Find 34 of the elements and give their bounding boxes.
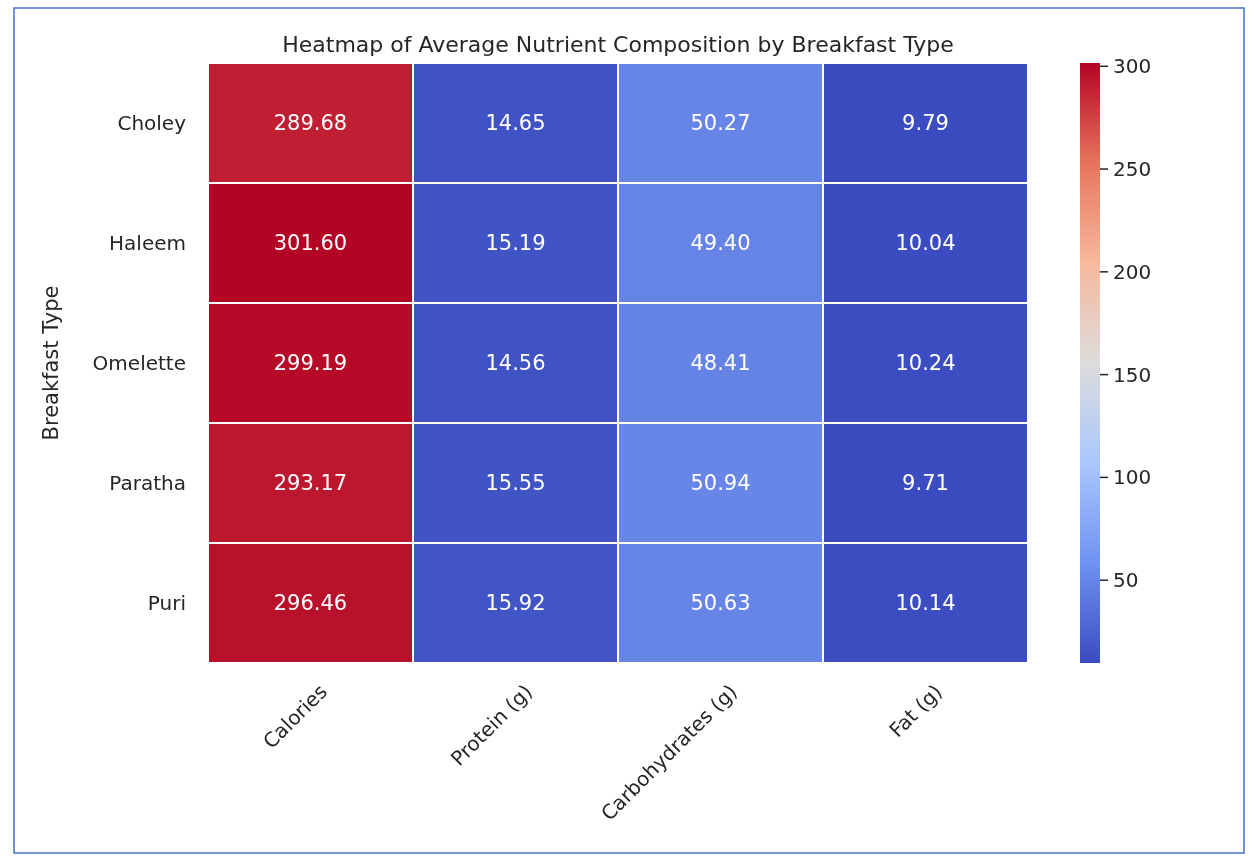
data-label: 50.94 — [690, 471, 751, 496]
color-bar-label: 200 — [1113, 259, 1152, 284]
data-label: 50.27 — [690, 111, 751, 136]
x-tick-label: Fat (g) — [884, 679, 947, 742]
data-label: 10.04 — [895, 231, 956, 256]
data-label: 9.79 — [902, 111, 949, 136]
y-tick-label: Omelette — [92, 351, 186, 375]
data-label: 9.71 — [902, 471, 949, 496]
y-tick-label: Puri — [147, 591, 186, 615]
chart-title: Heatmap of Average Nutrient Composition by Breakfast Type — [282, 32, 954, 57]
data-label: 14.56 — [485, 351, 546, 376]
color-bar-label: 150 — [1113, 362, 1152, 387]
data-label: 289.68 — [273, 111, 348, 136]
data-label: 301.60 — [273, 231, 348, 256]
y-tick-label: Paratha — [109, 471, 186, 495]
data-label: 299.19 — [273, 351, 348, 376]
data-label: 10.24 — [895, 351, 956, 376]
data-label: 293.17 — [273, 471, 348, 496]
y-tick-label: Haleem — [109, 231, 186, 255]
data-label: 49.40 — [690, 231, 751, 256]
y-axis-title: Breakfast Type — [39, 285, 63, 441]
data-label: 15.92 — [485, 591, 546, 616]
data-label: 15.19 — [485, 231, 546, 256]
color-bar-label: 50 — [1113, 568, 1139, 593]
data-label: 50.63 — [690, 591, 751, 616]
data-label: 10.14 — [895, 591, 956, 616]
color-bar-label: 250 — [1113, 157, 1152, 182]
data-label: 15.55 — [485, 471, 546, 496]
color-bar-label: 300 — [1113, 54, 1152, 79]
y-tick-label: Choley — [117, 111, 187, 135]
data-label: 14.65 — [485, 111, 546, 136]
data-label: 296.46 — [273, 591, 348, 616]
data-label: 48.41 — [690, 351, 751, 376]
color-bar-label: 100 — [1113, 465, 1152, 490]
